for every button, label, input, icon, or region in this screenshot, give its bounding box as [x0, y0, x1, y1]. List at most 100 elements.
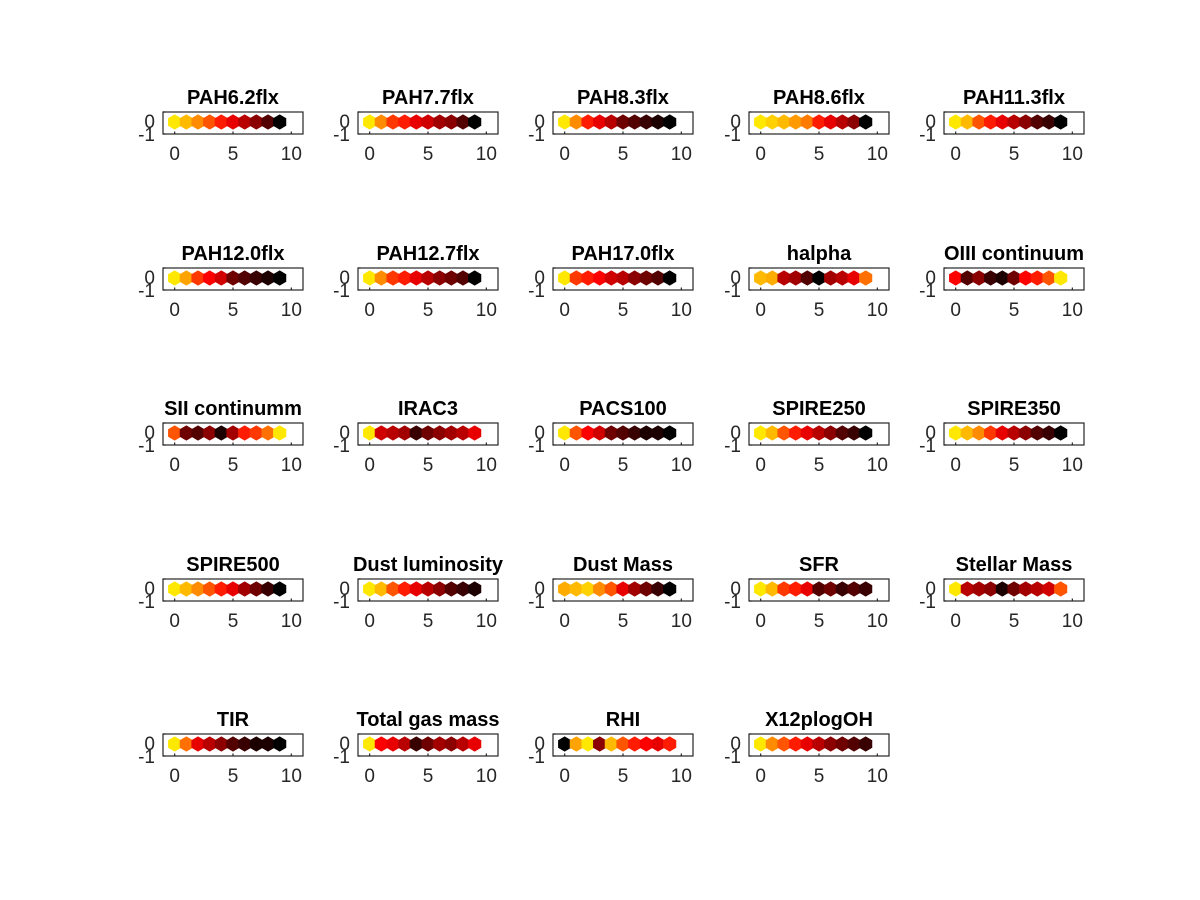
hex-cell — [812, 114, 826, 130]
hex-cell — [847, 736, 861, 752]
y-tick-label: 0 — [534, 734, 545, 755]
hex-cell — [569, 581, 583, 597]
x-tick-label: 0 — [559, 611, 570, 632]
hex-cell — [249, 270, 263, 286]
x-tick-label: 5 — [423, 300, 434, 321]
x-tick-label: 10 — [476, 455, 497, 476]
y-tick-label: 0 — [534, 579, 545, 600]
hex-cell — [374, 736, 388, 752]
hex-cell — [824, 270, 838, 286]
y-tick-label: 0 — [730, 734, 741, 755]
hex-cell — [651, 425, 665, 441]
hex-cell — [639, 581, 653, 597]
hex-cell — [972, 425, 986, 441]
hex-cell — [984, 270, 998, 286]
hex-cell — [261, 581, 275, 597]
hex-cell — [374, 425, 388, 441]
x-tick-label: 5 — [228, 611, 239, 632]
hex-cell — [168, 270, 182, 286]
hex-cell — [273, 114, 287, 130]
hex-cell — [859, 425, 873, 441]
hex-cell — [374, 270, 388, 286]
hex-cell — [777, 270, 791, 286]
hex-cell — [191, 114, 205, 130]
panel-title: halpha — [787, 243, 852, 265]
y-tick-label: -1 — [333, 281, 350, 302]
x-tick-label: 10 — [671, 300, 692, 321]
hex-cell — [203, 270, 217, 286]
hex-cell — [433, 114, 447, 130]
hex-cell — [273, 736, 287, 752]
y-tick-label: 0 — [144, 423, 155, 444]
hex-cell — [261, 270, 275, 286]
hex-cell — [261, 736, 275, 752]
x-tick-label: 0 — [169, 144, 180, 165]
y-tick-label: 0 — [925, 268, 936, 289]
hex-cell — [273, 270, 287, 286]
hex-cell — [765, 581, 779, 597]
hex-cell — [433, 425, 447, 441]
hex-cell — [604, 736, 618, 752]
x-tick-label: 10 — [281, 766, 302, 787]
hex-cell — [273, 581, 287, 597]
hex-cell — [421, 736, 435, 752]
hex-cell — [1054, 270, 1068, 286]
hex-cell — [847, 114, 861, 130]
x-tick-label: 0 — [364, 300, 375, 321]
hex-cell — [593, 581, 607, 597]
x-tick-label: 10 — [476, 611, 497, 632]
x-tick-label: 0 — [755, 455, 766, 476]
hex-cell — [468, 581, 482, 597]
x-tick-label: 5 — [618, 766, 629, 787]
hex-cell — [995, 114, 1009, 130]
hex-cell — [995, 425, 1009, 441]
hex-cell — [824, 425, 838, 441]
hex-cell — [847, 425, 861, 441]
hex-cell — [363, 736, 377, 752]
y-tick-label: -1 — [919, 436, 936, 457]
hex-cell — [800, 114, 814, 130]
x-tick-label: 10 — [671, 455, 692, 476]
x-tick-label: 0 — [169, 611, 180, 632]
hex-cell — [1030, 114, 1044, 130]
hex-cell — [203, 425, 217, 441]
hex-cell — [800, 581, 814, 597]
y-tick-label: -1 — [919, 281, 936, 302]
hex-cell — [179, 736, 193, 752]
hex-cell — [593, 270, 607, 286]
x-tick-label: 5 — [1009, 144, 1020, 165]
y-tick-label: 0 — [144, 734, 155, 755]
x-tick-label: 0 — [950, 300, 961, 321]
x-tick-label: 0 — [364, 144, 375, 165]
hex-cell — [1054, 114, 1068, 130]
hex-cell — [616, 114, 630, 130]
panel-title: Total gas mass — [356, 709, 499, 731]
x-tick-label: 0 — [950, 144, 961, 165]
hex-cell — [374, 114, 388, 130]
hex-cell — [238, 736, 252, 752]
hex-cell — [363, 581, 377, 597]
x-tick-label: 5 — [618, 300, 629, 321]
panel-title: RHI — [606, 709, 640, 731]
hex-cell — [421, 114, 435, 130]
hex-cell — [398, 425, 412, 441]
y-tick-label: -1 — [333, 125, 350, 146]
hex-cell — [777, 425, 791, 441]
hex-cell — [1042, 114, 1056, 130]
hex-cell — [765, 736, 779, 752]
hex-cell — [984, 425, 998, 441]
panel-title: PACS100 — [579, 398, 666, 420]
hex-cell — [1007, 425, 1021, 441]
x-tick-label: 0 — [559, 455, 570, 476]
hex-cell — [249, 114, 263, 130]
x-tick-label: 0 — [364, 611, 375, 632]
hex-cell — [386, 114, 400, 130]
hex-cell — [651, 114, 665, 130]
